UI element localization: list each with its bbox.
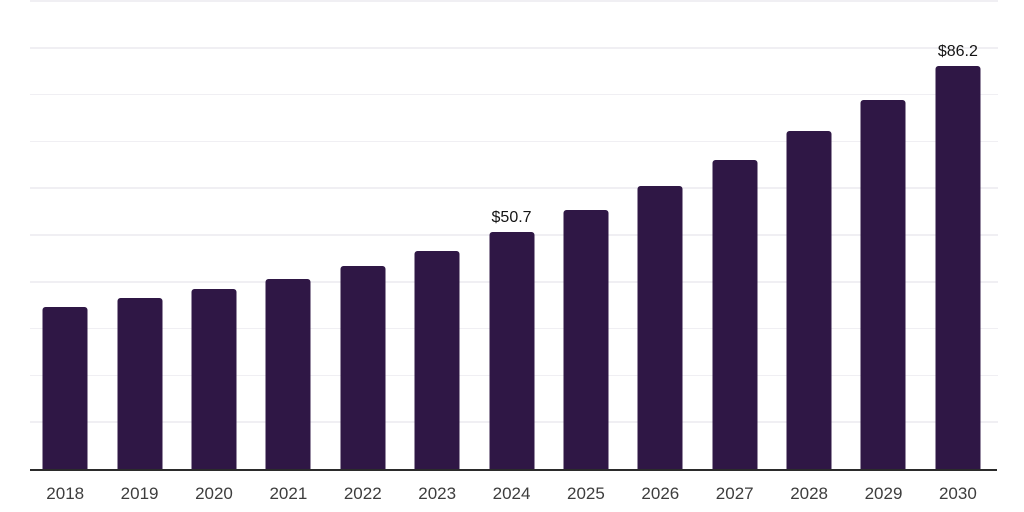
bar [191,289,237,469]
bar [935,65,981,469]
bar-slot [698,1,772,469]
x-axis-label: 2024 [492,484,531,503]
bar [489,231,535,469]
data-label: $50.7 [491,208,532,226]
bar-slot [400,1,474,469]
bar [637,185,683,469]
x-axis-line [30,468,997,471]
bar [265,279,311,469]
bar-slot [326,1,400,469]
x-axis-label: 2019 [120,484,159,503]
bar-slot [28,1,102,469]
x-axis-label: 2027 [715,484,754,503]
bar [860,99,906,469]
x-axis-label: 2023 [418,484,457,503]
x-axis-label: 2021 [269,484,308,503]
x-axis-label: 2028 [790,484,829,503]
x-axis-label: 2026 [641,484,680,503]
bar-slot: $50.7 [474,1,548,469]
bar-slot [623,1,697,469]
gridline [30,47,998,49]
bar [414,250,460,469]
gridline [30,187,998,189]
x-axis-label: 2030 [938,484,977,503]
gridline [30,93,998,96]
gridline [30,140,998,143]
x-axis-labels: 2018 2019 2020 2021 2022 2023 2024 2025 2026 2027… [28,484,995,506]
bar [712,159,758,469]
bar-slot [251,1,325,469]
plot-area: $50.7 $86.2 [28,0,998,469]
data-label: $86.2 [937,42,978,60]
bar-slot [177,1,251,469]
x-axis-label: 2025 [567,484,605,503]
bar-slot: $86.2 [921,1,995,469]
bar [563,209,609,469]
bar-slot [549,1,623,469]
bars-container: $50.7 $86.2 [28,1,995,469]
bar-slot [846,1,920,469]
x-axis-label: 2022 [343,484,382,503]
bar [117,298,163,469]
bar [340,265,386,469]
bar [786,131,832,469]
x-axis-label: 2029 [864,484,903,503]
bar-slot [102,1,176,469]
bar-slot [772,1,846,469]
x-axis-label: 2020 [195,484,233,503]
bar [42,307,88,469]
x-axis-label: 2018 [46,484,85,503]
gridline [30,0,998,2]
